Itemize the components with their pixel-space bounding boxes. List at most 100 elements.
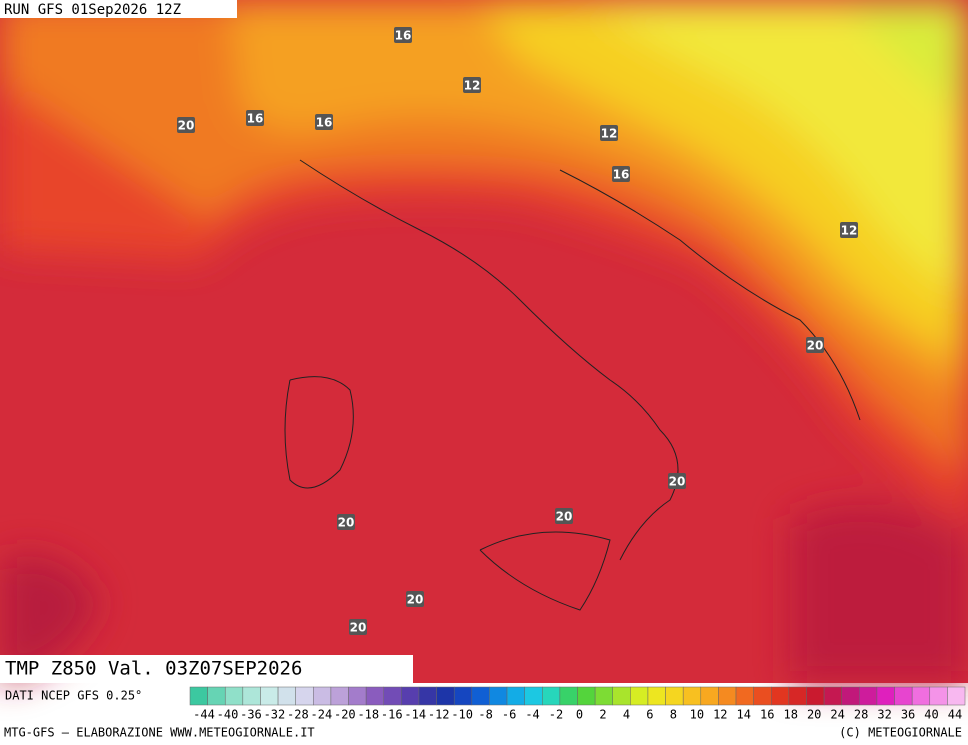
scale-cell [207, 686, 226, 706]
contour-label: 20 [338, 516, 355, 530]
scale-cell [894, 686, 913, 706]
contour-label-box [612, 166, 630, 182]
scale-cell [348, 686, 367, 706]
scale-cell [771, 686, 790, 706]
scale-label: -4 [525, 708, 539, 722]
scale-label: 24 [830, 708, 844, 722]
contour-label-box [337, 514, 355, 530]
scale-cell [577, 686, 596, 706]
scale-cell [224, 686, 244, 706]
scale-label: 12 [713, 708, 727, 722]
scale-cell [489, 686, 508, 706]
scale-cell [612, 686, 631, 706]
scale-label: 8 [670, 708, 677, 722]
scale-label: 18 [783, 708, 797, 722]
scale-label: -16 [381, 708, 403, 722]
contour-label-box [600, 125, 618, 141]
contour-label-box [668, 473, 686, 489]
scale-cell [313, 686, 332, 706]
contour-label-box [349, 619, 367, 635]
scale-label: 14 [737, 708, 751, 722]
contour-label: 12 [464, 79, 481, 93]
scale-cell [295, 686, 314, 706]
contour-label: 20 [178, 119, 195, 133]
scale-cell [753, 686, 772, 706]
title-box [0, 655, 413, 683]
scale-label: -6 [502, 708, 516, 722]
scale-label: 16 [760, 708, 774, 722]
scale-label: 32 [877, 708, 891, 722]
scale-cell [242, 686, 261, 706]
contour-label-box [246, 110, 264, 126]
scale-cell [718, 686, 737, 706]
scale-cell [506, 686, 525, 706]
contour-label: 16 [395, 29, 412, 43]
scale-label: -36 [240, 708, 262, 722]
scale-label: 20 [807, 708, 821, 722]
contour-label-box [406, 591, 424, 607]
scale-cell [947, 686, 966, 706]
source: DATI NCEP GFS 0.25° [5, 689, 142, 703]
scale-label: -18 [357, 708, 379, 722]
scale-cell [929, 686, 948, 706]
scale-label: -24 [311, 708, 333, 722]
contour-label: 16 [247, 112, 264, 126]
scale-label: 2 [599, 708, 606, 722]
contour-label-box [806, 337, 824, 353]
contour-label-box [315, 114, 333, 130]
scale-cell [841, 686, 860, 706]
scale-label: 28 [854, 708, 868, 722]
scale-cell [524, 686, 543, 706]
scale-cell [911, 686, 931, 706]
contour-label: 20 [350, 621, 367, 635]
scale-label: 44 [948, 708, 962, 722]
scale-cell [453, 686, 473, 706]
scale-cell [436, 686, 455, 706]
scale-cell [594, 686, 613, 706]
scale-cell [806, 686, 825, 706]
contour-label: 12 [841, 224, 858, 238]
scale-label: 4 [623, 708, 630, 722]
scale-cell [876, 686, 895, 706]
scale-cell [330, 686, 349, 706]
scale-cell [383, 686, 402, 706]
scale-label: 36 [901, 708, 915, 722]
scale-cell [401, 686, 420, 706]
scale-cell [700, 686, 719, 706]
color-scale: -44 -40 -36 -32 -28 -24 -20 -18 -16 -14 -12 -10 -8 -6… [189, 686, 966, 722]
scale-label: -20 [334, 708, 356, 722]
scale-cell [682, 686, 702, 706]
header: RUN GFS 01Sep2026 12Z [4, 2, 181, 18]
contour-label: 20 [556, 510, 573, 524]
contour-label: 16 [613, 168, 630, 182]
scale-cell [471, 686, 490, 706]
credit-left: MTG-GFS — ELABORAZIONE WWW.METEOGIORNALE… [4, 726, 315, 740]
scale-label: 0 [576, 708, 583, 722]
scale-cell [189, 686, 208, 706]
contour-label-box [463, 77, 481, 93]
coastline [284, 159, 861, 611]
scale-label: -10 [451, 708, 473, 722]
scale-cell [823, 686, 842, 706]
contour-label: 16 [316, 116, 333, 130]
scale-cell [277, 686, 296, 706]
scale-label: 10 [690, 708, 704, 722]
scale-cell [559, 686, 578, 706]
contour-label-box [840, 222, 858, 238]
contour-label: 20 [669, 475, 686, 489]
scale-cell [260, 686, 279, 706]
contour-label-box [177, 117, 195, 133]
scale-label: -12 [428, 708, 450, 722]
contour-label: 12 [601, 127, 618, 141]
scale-label: -32 [264, 708, 286, 722]
map-title: TMP Z850 Val. 03Z07SEP2026 [5, 658, 302, 680]
scale-label: -28 [287, 708, 309, 722]
scale-label: -2 [549, 708, 563, 722]
contour-label-box [555, 508, 573, 524]
scale-label: -44 [193, 708, 215, 722]
credit-right: (C) METEOGIORNALE [839, 726, 962, 740]
scale-cell [735, 686, 754, 706]
scale-cell [630, 686, 649, 706]
scale-cell [365, 686, 384, 706]
